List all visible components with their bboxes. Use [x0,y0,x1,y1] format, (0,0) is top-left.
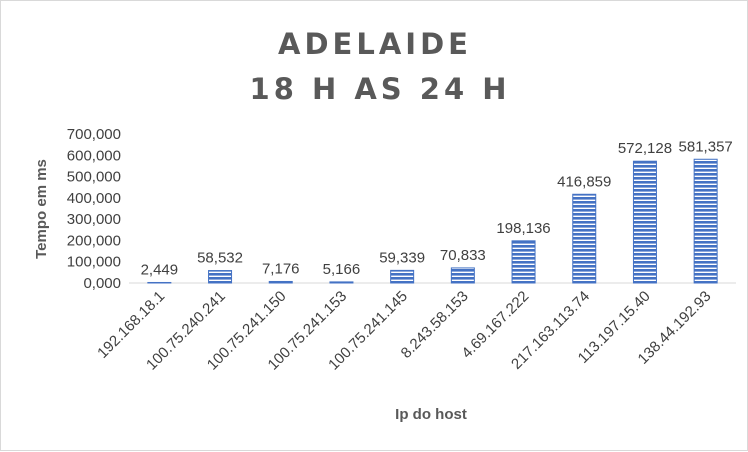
bar [208,270,233,284]
data-label: 7,176 [262,260,300,277]
bar [268,280,293,284]
data-label: 572,128 [618,140,672,157]
data-label: 5,166 [323,261,361,278]
bar [693,158,718,284]
y-tick-label: 100,000 [67,254,121,271]
chart-title-line-1: ADELAIDE [278,27,472,61]
data-label: 2,449 [141,261,179,278]
y-tick-label: 300,000 [67,211,121,228]
data-label: 198,136 [496,220,550,237]
bar [632,160,657,284]
bar [147,281,172,284]
data-label: 58,532 [197,250,243,267]
y-tick-label: 200,000 [67,232,121,249]
y-tick-label: 500,000 [67,169,121,186]
y-tick-labels: 0,000 100,000 200,000 300,000 400,000 500,000… [67,126,121,292]
bar [329,281,354,284]
data-labels: 2,449 58,532 7,176 5,166 59,339 70,833 198,136… [141,138,733,278]
y-axis-title: Tempo em ms [33,159,50,259]
y-tick-label: 0,000 [83,275,121,292]
data-label: 581,357 [679,138,733,155]
y-tick-label: 600,000 [67,147,121,164]
bar [511,240,536,284]
x-axis-title: Ip do host [395,406,467,423]
bars [147,158,718,284]
bar [450,267,475,284]
chart-title-line-2: 18 H AS 24 H [250,72,511,106]
y-tick-label: 400,000 [67,190,121,207]
data-label: 416,859 [557,173,611,190]
x-tick-labels: 192.168.18.1100.75.240.241100.75.241.150… [94,288,714,374]
bar [390,269,415,284]
data-label: 59,339 [379,249,425,266]
bar [572,193,597,284]
y-tick-label: 700,000 [67,126,121,143]
data-label: 70,833 [440,247,486,264]
